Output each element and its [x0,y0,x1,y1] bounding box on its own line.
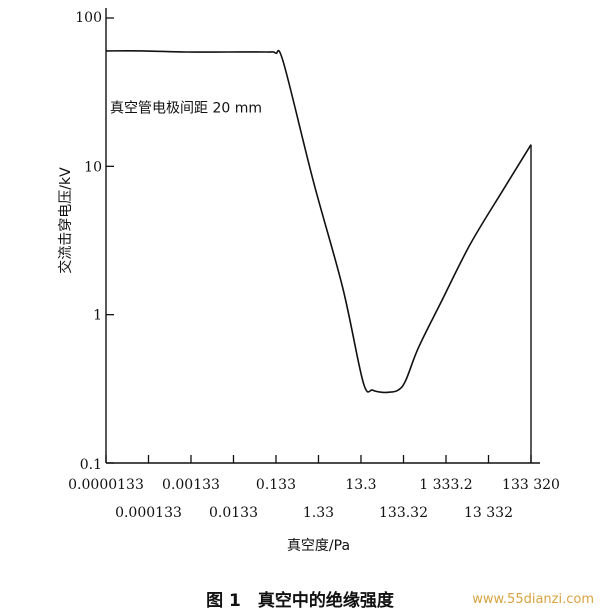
x-tick-label-lower: 133.32 [379,505,428,521]
chart-ticks [105,17,532,464]
chart-tick-labels: 100 10 1 0.1 0.0000133 0.00133 0.133 13.3 1 333.… [68,10,560,521]
x-tick-label-upper: 0.133 [256,477,296,493]
chart-axes [105,8,540,464]
y-tick-label: 100 [75,10,102,26]
x-tick-label-upper: 1 333.2 [419,477,472,493]
watermark: www.55dianzi.com [472,592,594,607]
x-tick-label-lower: 13 332 [464,505,513,521]
x-tick-label-upper: 0.0000133 [68,477,144,493]
annotation-electrode-gap: 真空管电极间距 20 mm [110,100,262,116]
x-tick-label-upper: 0.00133 [162,477,220,493]
y-tick-label: 1 [93,308,102,324]
x-axis-title: 真空度/Pa [287,538,350,554]
x-tick-label-lower: 1.33 [303,505,334,521]
y-tick-label: 10 [84,159,102,175]
x-tick-label-upper: 13.3 [345,477,376,493]
y-axis-title: 交流击穿电压/kV [57,167,74,274]
figure-caption: 图 1 真空中的绝缘强度 [206,591,394,611]
x-tick-label-lower: 0.0133 [209,505,258,521]
x-tick-label-lower: 0.000133 [115,505,182,521]
series-line [105,49,532,394]
y-tick-label: 0.1 [80,457,102,473]
x-tick-label-upper: 133 320 [502,477,560,493]
